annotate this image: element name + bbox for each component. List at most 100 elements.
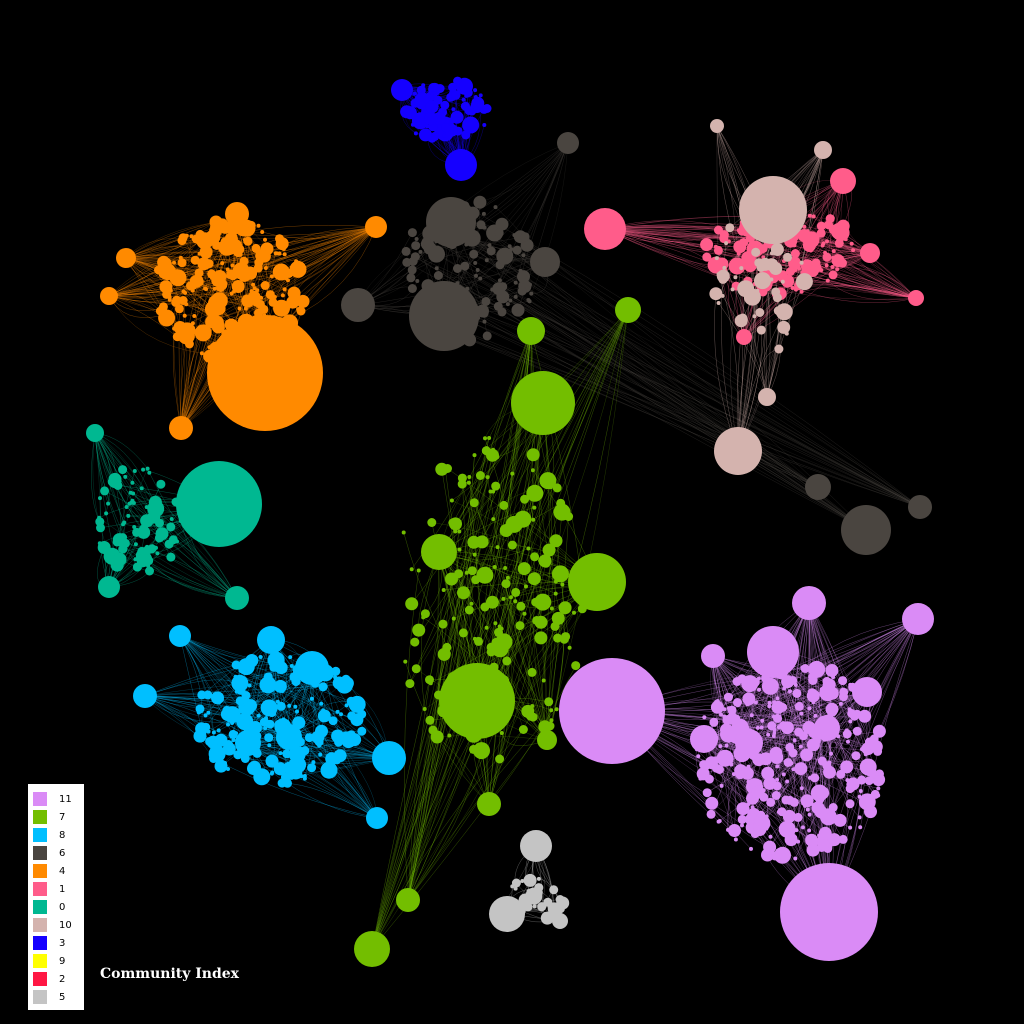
node-community-8	[299, 774, 304, 779]
node-community-8	[269, 771, 274, 776]
node-community-8	[319, 701, 324, 706]
graph-edge	[843, 225, 917, 299]
node-community-1	[790, 286, 795, 290]
node-community-8	[331, 729, 345, 743]
graph-edge	[251, 226, 377, 292]
node-community-1	[807, 213, 812, 218]
node-community-3	[478, 93, 483, 98]
node-community-11	[852, 779, 857, 783]
node-community-11	[783, 758, 793, 767]
node-community-11	[770, 851, 780, 861]
node-community-6	[517, 270, 530, 284]
node-community-7	[554, 707, 559, 712]
node-community-7	[536, 601, 541, 606]
node-community-4	[298, 306, 303, 311]
node-community-11	[807, 751, 812, 756]
node-community-4	[255, 249, 269, 263]
node-community-8	[214, 733, 228, 747]
node-community-4	[260, 281, 270, 290]
legend-swatch	[33, 882, 47, 896]
node-community-1	[781, 274, 795, 288]
graph-edge	[179, 635, 352, 702]
node-community-11	[828, 803, 838, 812]
graph-edge	[180, 272, 236, 429]
node-community-6	[484, 258, 489, 263]
graph-edge	[407, 252, 921, 508]
node-community-7	[491, 481, 501, 491]
node-community-7	[464, 570, 469, 575]
node-community-11	[776, 810, 781, 814]
graph-edge	[371, 475, 481, 950]
node-community-4	[242, 237, 247, 242]
node-community-10	[725, 223, 735, 233]
node-community-8	[211, 730, 216, 735]
node-community-11	[825, 702, 839, 716]
graph-edge	[371, 717, 466, 950]
node-community-1	[793, 268, 798, 272]
node-community-11	[860, 747, 864, 752]
legend-title: Community Index	[100, 966, 240, 982]
hub-node-community-7	[537, 730, 557, 750]
node-community-5	[523, 873, 537, 887]
node-community-7	[549, 708, 554, 713]
node-community-8	[311, 730, 325, 744]
node-community-11	[781, 772, 786, 777]
graph-edge	[752, 602, 810, 808]
legend-label: 5	[59, 991, 66, 1003]
node-community-11	[746, 779, 751, 784]
node-community-4	[164, 285, 168, 290]
node-community-0	[126, 513, 131, 518]
node-community-1	[831, 255, 836, 260]
node-community-11	[705, 796, 719, 810]
node-community-7	[411, 664, 421, 674]
graph-edge	[91, 432, 101, 522]
node-community-8	[217, 700, 221, 705]
node-community-11	[766, 732, 771, 737]
node-community-7	[428, 725, 438, 735]
node-community-6	[476, 220, 486, 230]
graph-edge	[811, 242, 917, 299]
graph-edge	[758, 618, 919, 821]
node-community-8	[256, 713, 261, 718]
node-community-6	[493, 205, 498, 210]
node-community-3	[445, 119, 450, 124]
node-community-7	[469, 498, 479, 508]
node-community-8	[277, 778, 287, 788]
node-community-11	[717, 819, 722, 823]
node-community-11	[818, 826, 832, 840]
node-community-8	[274, 661, 288, 675]
graph-edge	[712, 655, 788, 782]
node-community-11	[742, 692, 756, 706]
node-community-4	[218, 238, 236, 256]
graph-edge	[438, 275, 921, 508]
graph-edge	[846, 618, 919, 768]
node-community-7	[529, 450, 539, 460]
node-community-6	[486, 246, 496, 256]
legend-item-4: 4	[33, 862, 84, 880]
node-community-8	[307, 763, 317, 773]
node-community-0	[144, 556, 154, 566]
hub-node-community-1	[736, 329, 752, 345]
node-community-6	[487, 243, 492, 248]
node-community-0	[139, 486, 144, 491]
node-community-1	[794, 287, 798, 292]
graph-edge	[803, 240, 917, 299]
node-community-0	[107, 477, 117, 487]
node-community-11	[732, 677, 742, 686]
node-community-7	[494, 627, 503, 637]
node-community-8	[333, 749, 347, 763]
node-community-8	[260, 770, 270, 780]
hub-node-community-6	[530, 247, 560, 277]
node-community-4	[194, 277, 204, 287]
graph-edge	[155, 511, 238, 599]
node-community-7	[487, 436, 492, 440]
node-community-6	[518, 268, 523, 273]
graph-edge	[502, 309, 629, 682]
node-community-7	[541, 603, 546, 608]
graph-edge	[556, 309, 629, 488]
node-community-3	[400, 105, 414, 119]
node-community-4	[196, 232, 214, 250]
node-community-1	[825, 239, 829, 244]
graph-edge	[124, 538, 238, 599]
node-community-11	[827, 760, 832, 765]
